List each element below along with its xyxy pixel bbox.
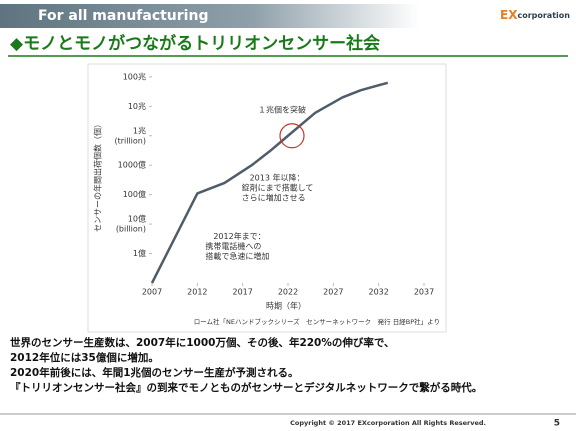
annotation: さらに増加させる <box>242 192 306 202</box>
annotation: 携帯電話機への <box>205 241 261 251</box>
annotation: 2013 年以降： <box>250 172 305 182</box>
annotation: 2012年まで： <box>213 231 265 241</box>
y-tick-label: 10億 <box>128 214 146 224</box>
body-line: 2020年前後には、年間1兆個のセンサー生産が予測される。 <box>10 366 299 379</box>
annotation: 搭載で急速に増加 <box>205 251 269 261</box>
slide-title: ◆モノとモノがつながるトリリオンセンサー社会 <box>10 33 380 54</box>
y-tick-label: 10兆 <box>128 101 146 111</box>
header-bar <box>0 4 420 28</box>
y-tick-label: 100兆 <box>123 71 146 81</box>
body-line: 世界のセンサー生産数は、2007年に1000万個、その後、年220%の伸び率で、 <box>10 336 394 349</box>
x-tick-label: 2032 <box>368 288 388 297</box>
chart-frame <box>87 63 447 333</box>
series-line <box>150 81 389 284</box>
page-number: 5 <box>554 419 560 429</box>
highlight-circle <box>279 123 305 149</box>
y-tick-label: 1000億 <box>118 160 146 170</box>
x-tick-label: 2027 <box>323 288 343 297</box>
y-tick-sublabel: (trillion) <box>114 136 146 145</box>
y-tick-label: 1兆 <box>133 125 146 135</box>
logo: EXcorporation <box>500 8 570 22</box>
x-tick-label: 2017 <box>232 288 252 297</box>
body-line: 『トリリオンセンサー社会』の到来でモノとものがセンサーとデジタルネットワークで繋… <box>10 381 482 394</box>
annotation: １兆個を突破 <box>258 104 306 114</box>
y-axis-title: センサーの年間出荷個数（個） <box>93 120 103 232</box>
x-tick-label: 2012 <box>187 288 207 297</box>
x-tick-label: 2022 <box>278 288 298 297</box>
annotation: 錠剤にまで搭載して <box>242 182 314 192</box>
y-tick-sublabel: (billion) <box>116 225 146 234</box>
source: ローム社「NEハンドブックシリーズ センサーネットワーク 発行 日経BP社」より <box>194 317 440 326</box>
logo-prefix: EX <box>500 8 518 22</box>
body-line: 2012年位には35億個に増加。 <box>10 351 159 364</box>
x-axis-title: 時期（年） <box>266 301 306 311</box>
section-title: For all manufacturing <box>38 8 208 24</box>
copyright: Copyright © 2017 EXcorporation All Right… <box>290 419 486 427</box>
x-tick-label: 2007 <box>142 288 162 297</box>
y-tick-label: 1億 <box>133 248 146 258</box>
logo-suffix: corporation <box>517 11 570 20</box>
x-tick-label: 2037 <box>414 288 434 297</box>
body-text: 世界のセンサー生産数は、2007年に1000万個、その後、年220%の伸び率で、… <box>10 336 482 394</box>
y-tick-label: 100億 <box>123 189 146 199</box>
